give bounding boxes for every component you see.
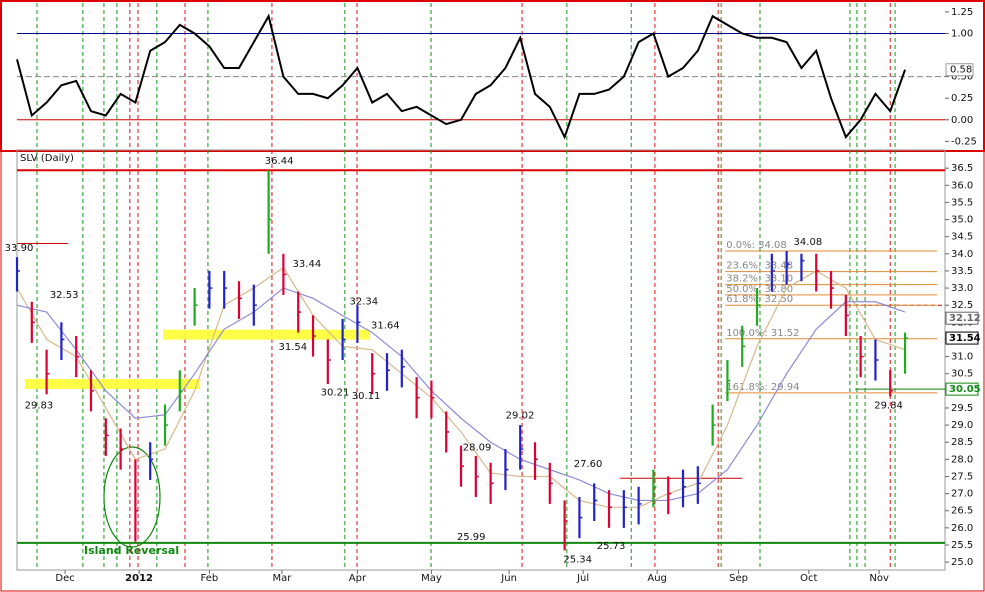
- y-tick-label: 26.5: [951, 506, 973, 517]
- y-tick-label: 33.0: [951, 283, 973, 294]
- indicator-line: [16, 13, 906, 140]
- y-tick-label: 31.0: [951, 352, 973, 363]
- fib-label: 50.0%: 32.80: [726, 284, 793, 295]
- price-annotation: 29.84: [874, 400, 903, 411]
- y-tick-label: 0.00: [951, 115, 973, 126]
- y-tick-label: 33.5: [951, 266, 973, 277]
- y-tick-label: 28.5: [951, 437, 973, 448]
- price-frame: [16, 149, 946, 571]
- x-tick-label: Jul: [576, 573, 589, 584]
- price-marker-box: [945, 382, 979, 396]
- y-tick-label: 30.5: [951, 369, 973, 380]
- x-tick-label: Mar: [272, 573, 292, 584]
- support-band: [25, 378, 201, 389]
- pattern-circle: [103, 446, 161, 548]
- price-annotation: 32.34: [350, 297, 379, 308]
- price-annotation: 27.60: [574, 459, 603, 470]
- x-tick-label: May: [421, 573, 442, 584]
- x-tick-label: Dec: [55, 573, 74, 584]
- x-tick-label: Apr: [349, 573, 367, 584]
- price-annotation: 33.44: [293, 259, 322, 270]
- x-tick-label: Oct: [800, 573, 817, 584]
- x-tick-label: Sep: [729, 573, 748, 584]
- fib-label: 61.8%: 32.50: [726, 294, 793, 305]
- price-marker-label: 32.12: [949, 313, 981, 324]
- y-tick-label: -0.25: [951, 136, 977, 147]
- fib-label: 23.6%: 33.48: [726, 261, 793, 272]
- price-annotation: 25.73: [597, 541, 626, 552]
- y-tick-label: 35.0: [951, 215, 973, 226]
- y-tick-label: 32.5: [951, 300, 973, 311]
- last-value-box: [945, 63, 974, 77]
- price-marker-label: 30.05: [949, 384, 981, 395]
- y-tick-label: 29.5: [951, 403, 973, 414]
- price-annotation: 31.54: [278, 342, 307, 353]
- price-annotation: 30.21: [321, 388, 350, 399]
- y-tick-label: 34.0: [951, 249, 973, 260]
- y-tick-label: 35.5: [951, 197, 973, 208]
- fib-label: 161.8%: 29.94: [726, 382, 799, 393]
- price-annotation: 30.11: [352, 391, 381, 402]
- y-tick-label: 1.25: [951, 7, 973, 18]
- y-tick-label: 27.0: [951, 489, 973, 500]
- fast-moving-average: [16, 266, 906, 508]
- y-tick-label: 29.0: [951, 420, 973, 431]
- x-tick-label: Jun: [500, 573, 517, 584]
- price-annotation: 31.64: [371, 321, 400, 332]
- price-annotation: 36.44: [265, 156, 294, 167]
- price-annotation: 25.99: [457, 532, 486, 543]
- price-annotation: 29.02: [506, 410, 535, 421]
- x-tick-label: Aug: [647, 573, 667, 584]
- y-tick-label: 25.5: [951, 540, 973, 551]
- chart-title: SLV (Daily): [20, 153, 74, 164]
- fib-label: 38.2%: 33.10: [726, 274, 793, 285]
- y-tick-label: 27.5: [951, 471, 973, 482]
- price-annotation: 28.09: [463, 442, 492, 453]
- y-tick-label: 0.25: [951, 93, 973, 104]
- y-tick-label: 36.0: [951, 180, 973, 191]
- y-tick-label: 0.50: [951, 72, 973, 83]
- fib-label: 0.0%: 34.08: [726, 240, 787, 251]
- price-marker-box: [945, 311, 979, 325]
- y-tick-label: 1.00: [951, 28, 973, 39]
- price-annotation: 32.53: [50, 290, 79, 301]
- x-tick-label: Feb: [201, 573, 219, 584]
- price-annotation: 34.08: [794, 237, 823, 248]
- y-tick-label: 36.5: [951, 163, 973, 174]
- y-tick-label: 34.5: [951, 232, 973, 243]
- y-tick-label: 25.0: [951, 557, 973, 568]
- price-annotation: 33.90: [5, 243, 34, 254]
- price-marker-box: [945, 331, 979, 345]
- support-band: [163, 329, 370, 340]
- fib-label: 100.0%: 31.52: [726, 328, 799, 339]
- y-tick-label: 28.0: [951, 454, 973, 465]
- x-tick-label: 2012: [125, 573, 153, 584]
- price-annotation: 29.83: [25, 401, 54, 412]
- x-tick-label: Nov: [869, 573, 889, 584]
- y-tick-label: 26.0: [951, 523, 973, 534]
- price-marker-label: 31.54: [949, 333, 981, 344]
- last-value-label: 0.58: [950, 65, 972, 76]
- pattern-note: Island Reversal: [84, 544, 179, 557]
- price-annotation: 25.34: [563, 554, 592, 565]
